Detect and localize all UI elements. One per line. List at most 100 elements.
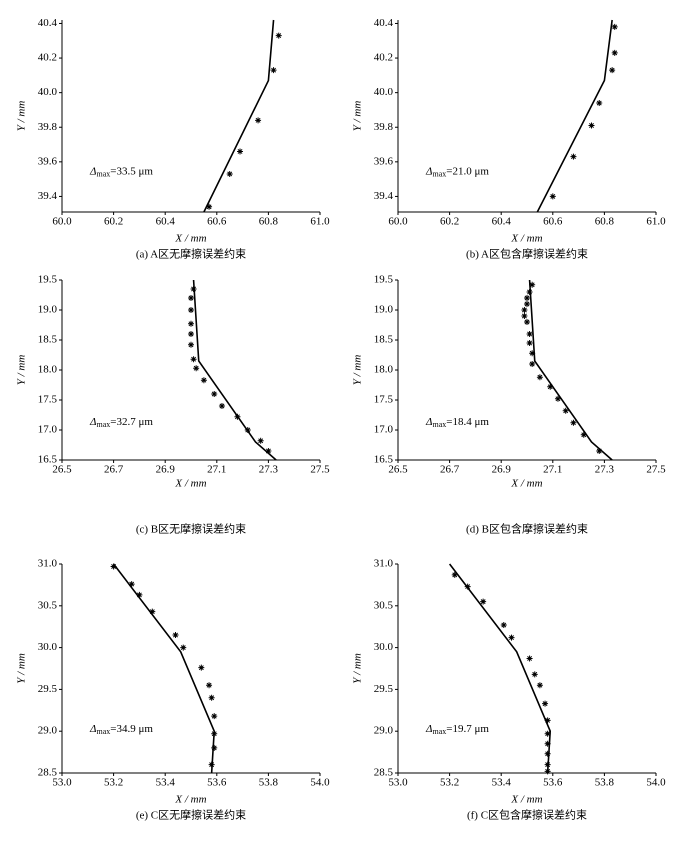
- y-tick-label: 30.0: [38, 641, 58, 653]
- annotation-text: =18.4 μm: [446, 416, 489, 428]
- annotation-subscript: max: [432, 727, 446, 736]
- y-tick-label: 28.5: [374, 767, 394, 779]
- measured-point: [190, 356, 197, 363]
- y-tick-label: 39.4: [374, 190, 394, 202]
- measured-point: [580, 431, 587, 438]
- measured-point: [529, 350, 536, 357]
- measured-point: [526, 289, 533, 295]
- y-tick-label: 30.0: [374, 641, 394, 653]
- measured-point: [524, 295, 530, 301]
- y-tick-label: 30.5: [374, 599, 394, 611]
- measured-point: [208, 694, 215, 701]
- measured-point: [609, 67, 616, 74]
- x-tick-label: 60.6: [207, 216, 227, 228]
- x-tick-label: 53.2: [104, 777, 123, 789]
- x-tick-label: 26.5: [52, 464, 72, 476]
- x-tick-label: 27.5: [646, 464, 666, 476]
- measured-point: [596, 100, 603, 107]
- measured-point: [188, 331, 194, 337]
- x-tick-label: 26.7: [440, 464, 460, 476]
- measured-point: [188, 341, 194, 348]
- measured-point: [544, 730, 551, 737]
- y-tick-label: 39.4: [38, 190, 58, 202]
- y-tick-label: 28.5: [38, 767, 58, 779]
- reference-line: [448, 563, 552, 774]
- y-tick-label: 39.8: [374, 121, 394, 133]
- measured-point: [554, 395, 561, 402]
- measured-point: [611, 23, 618, 30]
- y-tick-label: 29.5: [38, 683, 58, 695]
- measured-point: [237, 148, 244, 155]
- y-tick-label: 40.0: [38, 86, 58, 98]
- annotation-subscript: max: [432, 420, 446, 429]
- x-tick-label: 26.9: [492, 464, 512, 476]
- y-tick-label: 39.6: [38, 155, 58, 167]
- x-axis-label: X / mm: [174, 233, 206, 245]
- y-tick-label: 40.0: [374, 86, 394, 98]
- x-tick-label: 54.0: [310, 777, 330, 789]
- x-tick-label: 53.6: [543, 777, 563, 789]
- measured-point: [536, 374, 543, 381]
- measured-point: [244, 427, 251, 433]
- measured-point: [529, 361, 536, 367]
- reference-line: [203, 19, 275, 213]
- annotation: Δmax=19.7 μm: [425, 723, 489, 736]
- x-tick-label: 53.8: [259, 777, 279, 789]
- x-tick-label: 53.0: [388, 777, 408, 789]
- annotation: Δmax=18.4 μm: [425, 416, 489, 429]
- measured-point: [521, 313, 528, 319]
- measured-point: [208, 761, 215, 768]
- measured-point: [544, 768, 551, 775]
- measured-point: [521, 307, 528, 313]
- annotation-symbol: Δ: [425, 723, 432, 735]
- y-tick-label: 19.0: [38, 304, 58, 316]
- measured-point: [611, 49, 618, 56]
- annotation-subscript: max: [432, 170, 446, 179]
- x-tick-label: 60.8: [259, 216, 279, 228]
- measured-point: [570, 153, 577, 160]
- measured-point: [547, 383, 554, 390]
- x-tick-label: 60.2: [440, 216, 459, 228]
- caption: (a) A区无摩擦误差约束: [136, 247, 246, 261]
- annotation: Δmax=33.5 μm: [89, 165, 153, 178]
- annotation-symbol: Δ: [89, 416, 96, 428]
- x-tick-label: 60.8: [595, 216, 615, 228]
- x-axis-label: X / mm: [510, 794, 542, 806]
- y-tick-label: 40.2: [38, 52, 57, 64]
- measured-point: [206, 203, 213, 210]
- x-tick-label: 53.8: [595, 777, 615, 789]
- measured-point: [464, 583, 471, 590]
- caption: (c) B区无摩擦误差约束: [136, 522, 246, 536]
- measured-point: [211, 391, 218, 397]
- measured-point: [226, 170, 233, 177]
- annotation: Δmax=34.9 μm: [89, 723, 153, 736]
- measured-point: [188, 295, 194, 301]
- x-tick-label: 53.4: [492, 777, 512, 789]
- reference-line: [192, 279, 277, 461]
- measured-point: [198, 664, 205, 671]
- measured-point: [544, 740, 551, 747]
- y-tick-label: 19.0: [374, 304, 394, 316]
- measured-point: [149, 608, 156, 615]
- y-tick-label: 18.5: [374, 334, 394, 346]
- y-tick-label: 16.5: [38, 454, 58, 466]
- measured-point: [265, 448, 272, 454]
- x-tick-label: 60.6: [543, 216, 563, 228]
- x-axis-label: X / mm: [510, 478, 542, 490]
- y-tick-label: 29.0: [374, 725, 394, 737]
- x-axis-label: X / mm: [174, 794, 206, 806]
- y-axis-label: Y / mm: [352, 355, 364, 386]
- x-tick-label: 60.0: [52, 216, 72, 228]
- measured-point: [180, 644, 187, 651]
- measured-point: [206, 682, 213, 689]
- x-tick-label: 26.7: [104, 464, 124, 476]
- y-axis-label: Y / mm: [16, 101, 28, 132]
- x-tick-label: 27.5: [310, 464, 330, 476]
- x-tick-label: 60.4: [492, 216, 512, 228]
- x-tick-label: 27.1: [207, 464, 226, 476]
- x-tick-label: 27.1: [543, 464, 562, 476]
- annotation: Δmax=21.0 μm: [425, 165, 489, 178]
- annotation-text: =19.7 μm: [446, 723, 489, 735]
- caption: (f) C区包含摩擦误差约束: [467, 808, 587, 822]
- x-tick-label: 26.5: [388, 464, 408, 476]
